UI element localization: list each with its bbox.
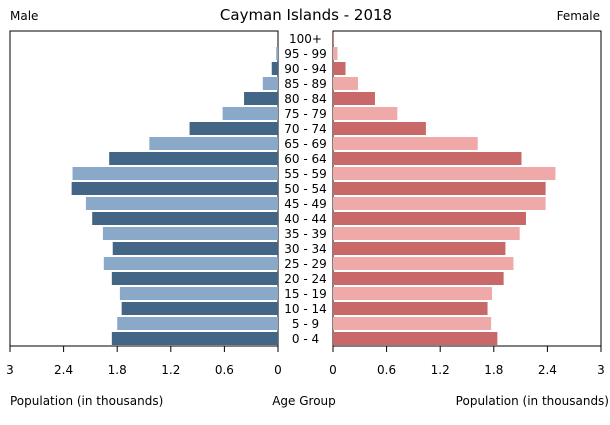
age-group-label: 65 - 69 [284,137,327,151]
axis-tick-label: 0 [329,363,337,377]
age-group-label: 35 - 39 [284,227,327,241]
age-group-label: 20 - 24 [284,272,327,286]
male-bar [121,302,279,315]
female-bar [333,227,520,240]
female-bar [333,317,492,330]
male-bar [111,332,278,345]
age-group-label: 25 - 29 [284,257,327,271]
female-bar [333,332,498,345]
female-bar [333,167,556,180]
age-group-label: 55 - 59 [284,167,327,181]
bars-group [71,32,556,345]
male-bar [85,197,278,210]
axis-tick-label: 2.4 [54,363,73,377]
age-group-label: 40 - 44 [284,212,327,226]
female-bar [333,302,488,315]
x-axis-label-right: Population (in thousands) [456,394,609,408]
age-group-label: 50 - 54 [284,182,327,196]
axis-tick-label: 1.2 [161,363,180,377]
male-bar [112,242,278,255]
female-bar [333,257,514,270]
axis-tick-label: 1.2 [431,363,450,377]
female-bar [333,182,546,195]
female-bar [333,92,375,105]
female-bar [333,47,338,60]
age-group-label: 10 - 14 [284,302,327,316]
male-bar [109,152,278,165]
axis-tick-label: 1.8 [108,363,127,377]
male-bar [111,272,278,285]
axis-tick-label: 2.4 [538,363,557,377]
male-bar [262,77,278,90]
age-group-label: 90 - 94 [284,62,327,76]
male-bar [149,137,278,150]
age-group-label: 5 - 9 [292,317,319,331]
male-bar [189,122,278,135]
age-group-label: 0 - 4 [292,332,319,346]
male-bar [119,287,278,300]
axis-tick-label: 1.8 [484,363,503,377]
age-group-label: 45 - 49 [284,197,327,211]
female-bar [333,152,522,165]
age-group-label: 95 - 99 [284,47,327,61]
male-header: Male [10,9,38,23]
female-header: Female [557,9,600,23]
male-bar [271,62,278,75]
axis-tick-label: 3 [6,363,14,377]
female-bar [333,107,398,120]
axis-ticks-group: 3 2.4 1.8 1.2 0.6 0 0 0.6 1.2 1.8 2.4 3 [6,346,605,377]
male-bar [71,182,278,195]
female-bar [333,287,493,300]
male-bar [244,92,278,105]
age-group-label: 30 - 34 [284,242,327,256]
age-group-label: 60 - 64 [284,152,327,166]
x-axis-label-center: Age Group [272,394,336,408]
female-bar [333,122,426,135]
female-bar [333,32,334,45]
male-bar [222,107,278,120]
axis-tick-label: 0.6 [215,363,234,377]
age-group-label: 15 - 19 [284,287,327,301]
female-bar [333,212,526,225]
age-group-label: 75 - 79 [284,107,327,121]
axis-tick-label: 3 [597,363,605,377]
male-bar [117,317,278,330]
female-bar [333,62,346,75]
male-bar [276,47,278,60]
axis-tick-label: 0 [274,363,282,377]
male-bar [92,212,278,225]
male-bar [102,227,278,240]
age-group-label: 100+ [289,32,322,46]
female-bar [333,197,546,210]
female-bar [333,242,506,255]
axis-tick-label: 0.6 [377,363,396,377]
chart-title: Cayman Islands - 2018 [220,6,392,24]
male-bar [103,257,278,270]
female-bar [333,77,359,90]
male-bar [72,167,279,180]
female-bar [333,137,478,150]
x-axis-label-left: Population (in thousands) [10,394,163,408]
female-bar [333,272,504,285]
age-group-label: 70 - 74 [284,122,327,136]
age-group-label: 80 - 84 [284,92,327,106]
age-group-label: 85 - 89 [284,77,327,91]
